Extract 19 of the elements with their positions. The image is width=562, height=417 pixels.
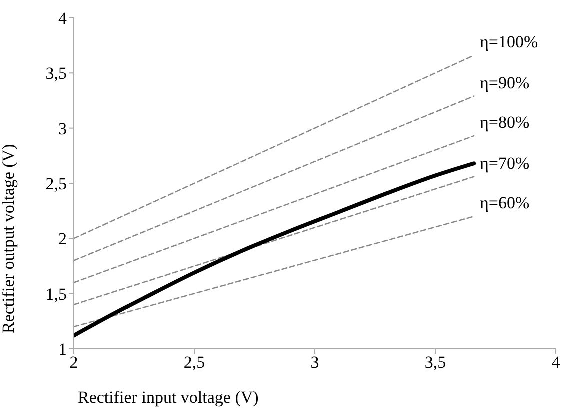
y-tick-label: 2,5	[46, 174, 67, 194]
line-series	[74, 162, 476, 338]
y-tick-label: 1	[58, 340, 67, 360]
x-tick-label: 4	[552, 353, 561, 372]
x-tick-label: 3	[310, 353, 320, 372]
series-label: η=100%	[480, 32, 538, 52]
y-axis-title: Rectifier output voltage (V)	[0, 144, 18, 334]
series-label: η=60%	[480, 194, 530, 213]
x-tick-label: 2,5	[184, 353, 206, 372]
series-label: η=90%	[480, 73, 530, 92]
y-tick-label: 2	[58, 230, 67, 249]
series-label: η=80%	[480, 113, 530, 132]
y-tick-label: 3,5	[46, 64, 67, 84]
series-label: η=70%	[480, 154, 530, 173]
x-tick-label: 3,5	[424, 353, 446, 372]
y-tick-label: 3	[58, 119, 67, 138]
y-tick-label: 4	[58, 9, 68, 28]
x-axis-title: Rectifier input voltage (V)	[78, 388, 259, 407]
y-tick-label: 1,5	[46, 284, 67, 304]
